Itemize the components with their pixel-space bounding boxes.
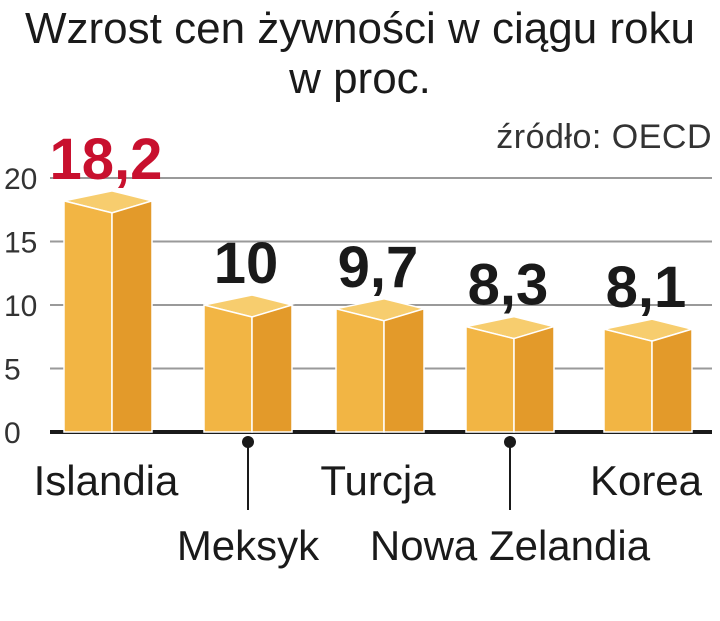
chart-title-line-1: Wzrost cen żywności w ciągu roku xyxy=(25,4,695,53)
bar-side xyxy=(383,307,425,433)
bar-front xyxy=(335,307,385,433)
bar-front xyxy=(203,304,253,433)
bar-2 xyxy=(335,298,427,433)
chart-title-line-2: w proc. xyxy=(289,54,431,103)
category-label: Nowa Zelandia xyxy=(370,522,651,569)
bar-value-label: 8,1 xyxy=(606,255,687,320)
category-label: Islandia xyxy=(34,457,179,504)
y-tick-label: 20 xyxy=(4,163,37,196)
category-label: Korea xyxy=(590,457,703,504)
bar-front xyxy=(465,325,515,433)
bar-0 xyxy=(63,190,155,433)
bar-3 xyxy=(465,315,557,433)
y-tick-label: 10 xyxy=(4,290,37,323)
y-tick-label: 5 xyxy=(4,354,21,387)
category-label: Turcja xyxy=(320,457,436,504)
bar-value-label: 9,7 xyxy=(338,235,419,300)
bar-side xyxy=(651,328,693,433)
bar-value-label: 10 xyxy=(214,231,279,296)
y-tick-label: 15 xyxy=(4,227,37,260)
bar-4 xyxy=(603,318,695,433)
category-label: Meksyk xyxy=(177,522,320,569)
bar-value-label: 8,3 xyxy=(468,253,549,318)
bar-side xyxy=(111,199,153,433)
bar-side xyxy=(251,303,293,433)
bar-value-label: 18,2 xyxy=(50,127,163,192)
bar-1 xyxy=(203,294,295,433)
bar-front xyxy=(603,328,653,433)
bar-front xyxy=(63,199,113,433)
y-tick-label: 0 xyxy=(4,417,21,450)
bar-side xyxy=(513,325,555,433)
source-note: źródło: OECD xyxy=(496,118,712,156)
